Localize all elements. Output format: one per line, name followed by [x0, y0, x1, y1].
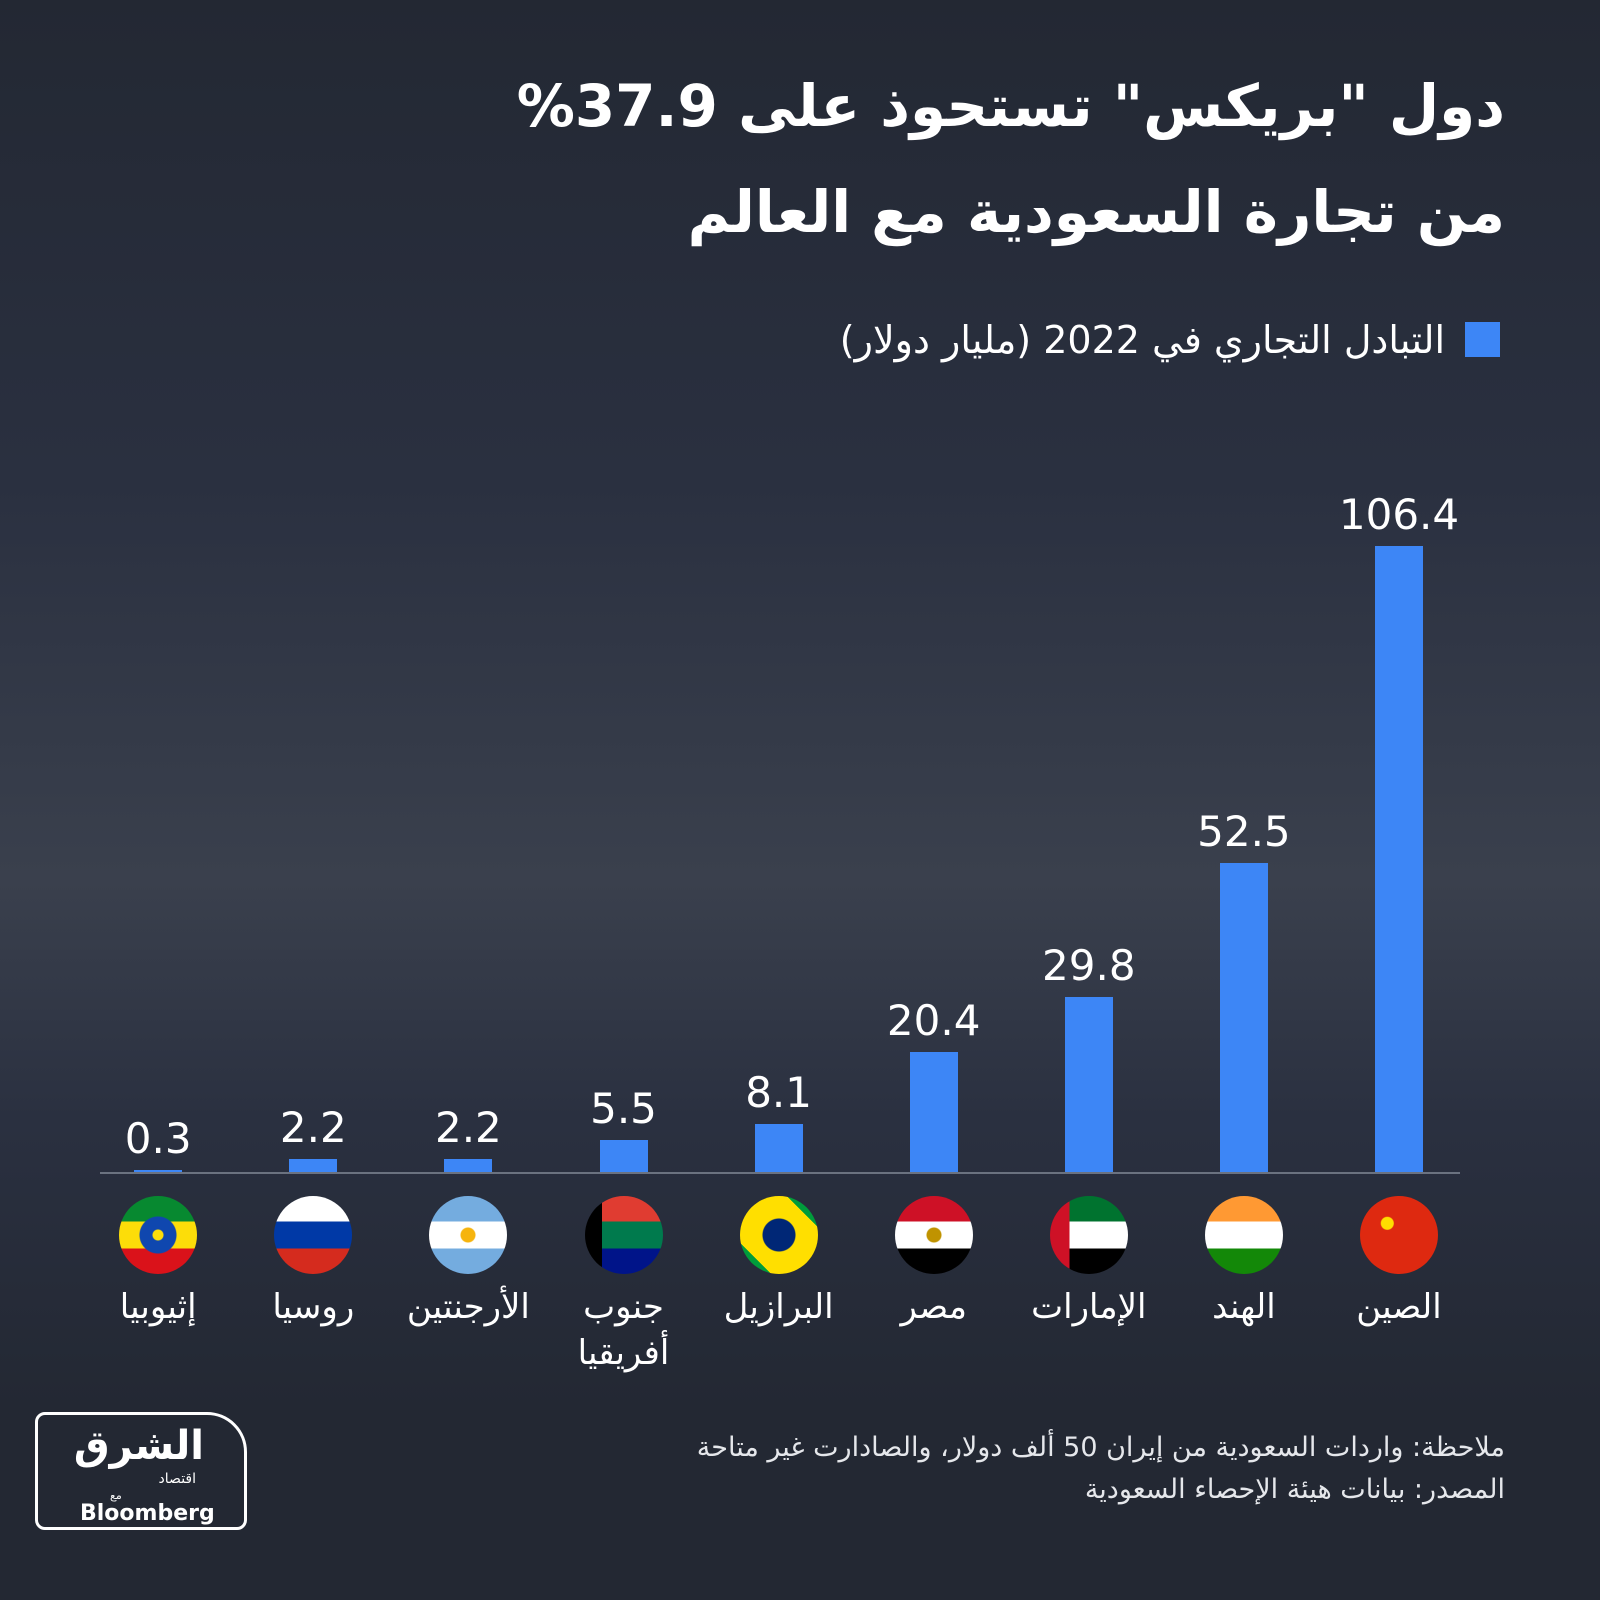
- flag: [584, 1196, 663, 1274]
- bar: [909, 1051, 958, 1172]
- value-label: 0.3: [124, 1114, 192, 1164]
- baseline: [100, 1172, 1460, 1174]
- flag: [1204, 1196, 1283, 1274]
- value-label: 8.1: [745, 1068, 812, 1118]
- flag: [274, 1196, 353, 1274]
- x-tick-label: روسيا: [272, 1287, 355, 1327]
- bar: [444, 1159, 493, 1172]
- logo-text: الشرق: [73, 1423, 204, 1469]
- note: ملاحظة: واردات السعودية من إيران 50 ألف …: [696, 1432, 1505, 1463]
- chart-title: دول "بريكس" تستحوذ على 37.9%: [516, 72, 1505, 140]
- x-tick-label: مصر: [900, 1287, 967, 1327]
- flag: [739, 1196, 818, 1274]
- flag: [429, 1196, 508, 1274]
- value-label: 106.4: [1338, 490, 1460, 539]
- x-tick-label: الصين: [1356, 1287, 1442, 1327]
- bar: [599, 1139, 648, 1172]
- bar: [1375, 546, 1423, 1172]
- bar: [1219, 863, 1268, 1172]
- logo-text: اقتصاد: [158, 1471, 196, 1487]
- logo: الشرق اقتصاد مع Bloomberg: [35, 1412, 247, 1530]
- value-label: 2.2: [434, 1103, 502, 1153]
- flag: [894, 1196, 973, 1274]
- x-tick-label: الإمارات: [1031, 1287, 1147, 1327]
- flag: [1049, 1196, 1128, 1274]
- x-tick-label: جنوب أفريقيا: [577, 1287, 670, 1373]
- x-tick-label: الأرجنتين: [406, 1287, 530, 1327]
- bar: [1064, 996, 1113, 1172]
- value-label: 5.5: [590, 1083, 657, 1133]
- value-label: 29.8: [1042, 940, 1136, 990]
- flag: [119, 1196, 198, 1274]
- source: المصدر: بيانات هيئة الإحصاء السعودية: [1084, 1474, 1505, 1505]
- value-label: 2.2: [279, 1103, 347, 1153]
- x-tick-label: الهند: [1212, 1287, 1276, 1327]
- value-label: 52.5: [1197, 807, 1291, 857]
- logo-text: Bloomberg: [80, 1501, 215, 1526]
- x-tick-label: البرازيل: [723, 1287, 834, 1327]
- legend-label: التبادل التجاري في 2022 (مليار دولار): [839, 318, 1445, 362]
- legend-swatch: [1465, 322, 1500, 357]
- chart-title: من تجارة السعودية مع العالم: [687, 178, 1505, 246]
- bar: [289, 1159, 338, 1172]
- value-label: 20.4: [886, 995, 981, 1045]
- bar: [134, 1170, 183, 1172]
- x-tick-label: إثيوبيا: [119, 1287, 197, 1327]
- logo-text: مع: [110, 1489, 122, 1502]
- flag: [1360, 1196, 1438, 1274]
- bar: [754, 1124, 803, 1172]
